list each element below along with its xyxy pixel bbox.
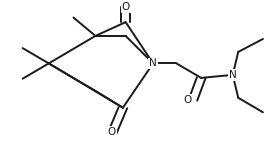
Text: O: O bbox=[108, 127, 116, 137]
Text: N: N bbox=[229, 70, 237, 80]
Text: N: N bbox=[149, 58, 157, 68]
Text: O: O bbox=[184, 95, 192, 105]
Text: O: O bbox=[121, 2, 130, 12]
